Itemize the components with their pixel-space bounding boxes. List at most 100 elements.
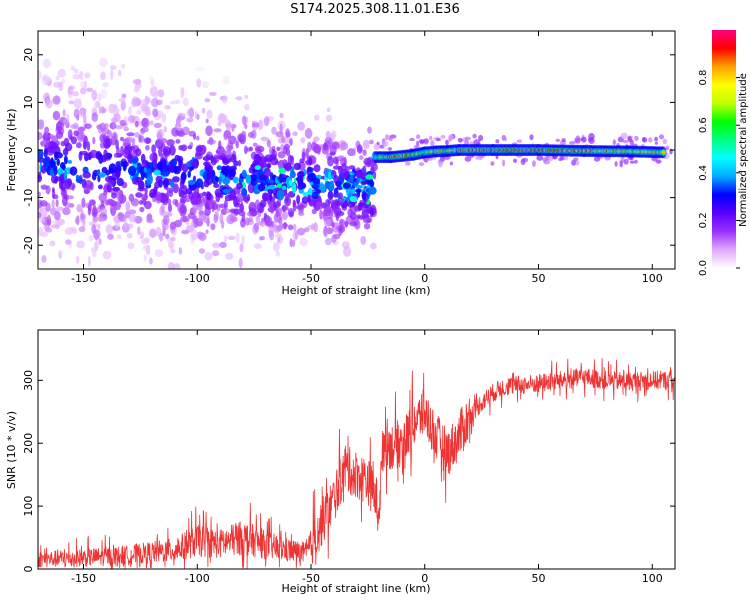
spectrogram-blob bbox=[163, 146, 172, 157]
spectrogram-blob bbox=[83, 80, 87, 89]
spectrogram-faint-blob bbox=[619, 160, 623, 168]
spectrogram-blob bbox=[218, 203, 228, 209]
spectrogram-blob bbox=[170, 158, 178, 167]
spectrogram-blob bbox=[205, 176, 213, 186]
spectrogram-blob bbox=[59, 249, 64, 257]
spectrogram-blob bbox=[269, 146, 273, 156]
spectrogram-blob bbox=[84, 123, 92, 129]
spectrogram-blob bbox=[78, 151, 83, 161]
spectrogram-blob bbox=[53, 178, 58, 184]
spectrogram-blob bbox=[39, 207, 48, 219]
spectrogram-blob bbox=[307, 167, 314, 173]
spectrogram-blob bbox=[227, 235, 236, 240]
spectrogram-blob bbox=[190, 221, 195, 227]
spectrogram-blob bbox=[121, 93, 127, 99]
spectrogram-blob bbox=[68, 100, 75, 105]
spectrogram-blob bbox=[71, 184, 75, 191]
spectrogram-blob bbox=[45, 99, 53, 109]
x-tick-label: -100 bbox=[185, 572, 210, 585]
spectrogram-blob bbox=[123, 126, 129, 132]
snr-y-ticks: 0 100 200 300 bbox=[22, 370, 675, 573]
spectrogram-blob bbox=[240, 201, 244, 213]
spectrogram-blob bbox=[227, 140, 233, 150]
spectrogram-blob bbox=[158, 146, 163, 157]
spectrogram-blob bbox=[272, 224, 282, 233]
colorbar-tick-label: 0.4 bbox=[698, 165, 709, 181]
spectrogram-blob bbox=[219, 241, 227, 248]
spectrogram-blob bbox=[179, 179, 185, 190]
spectrogram-blob bbox=[127, 115, 136, 124]
spectrogram-blob bbox=[152, 108, 159, 117]
spectrogram-blob bbox=[167, 198, 172, 206]
spectrogram-blob bbox=[140, 99, 148, 108]
spectrogram-blob bbox=[244, 123, 248, 129]
spectrogram-blob bbox=[115, 161, 121, 167]
spectrogram-faint-blob bbox=[634, 135, 639, 142]
spectrogram-blob bbox=[357, 205, 363, 211]
spectrogram-blob bbox=[211, 250, 220, 257]
spectrogram-blob bbox=[91, 112, 99, 122]
spectrogram-blob bbox=[118, 214, 127, 222]
spectrogram-faint-blob bbox=[429, 135, 433, 141]
spectrogram-blob bbox=[225, 252, 234, 260]
spectrogram-blob bbox=[221, 95, 228, 104]
spectrogram-blob bbox=[134, 131, 140, 138]
spectrogram-faint-blob bbox=[630, 139, 634, 147]
spectrogram-blob bbox=[92, 216, 98, 223]
spectrogram-blob bbox=[286, 167, 290, 172]
spectrogram-blob bbox=[279, 173, 283, 184]
spectrogram-blob bbox=[240, 218, 246, 228]
spectrogram-blob bbox=[236, 182, 243, 190]
spectrogram-blob bbox=[115, 202, 122, 210]
spectrogram-blob bbox=[162, 225, 167, 230]
spectrogram-blob bbox=[340, 142, 349, 150]
spectrogram-blob bbox=[257, 183, 266, 192]
spectrogram-blob bbox=[100, 207, 108, 216]
x-tick-label: 100 bbox=[642, 572, 663, 585]
spectrogram-blob bbox=[56, 206, 64, 211]
spectrogram-blob bbox=[149, 120, 154, 126]
spectrogram-blob bbox=[259, 199, 267, 208]
spectrogram-blob bbox=[313, 136, 320, 142]
spectrogram-blob bbox=[80, 81, 84, 89]
spectrogram-blob bbox=[162, 171, 170, 177]
spectrogram-blob bbox=[100, 200, 105, 207]
colorbar-swatch bbox=[712, 30, 736, 268]
spectrogram-blob bbox=[352, 147, 356, 157]
spectrogram-blob bbox=[149, 257, 153, 265]
spectrogram-blob bbox=[50, 224, 59, 229]
spectrogram-blob bbox=[67, 195, 74, 200]
spectrogram-blob bbox=[267, 184, 277, 190]
spectrogram-blob bbox=[170, 100, 177, 105]
spectrogram-blob bbox=[263, 116, 270, 127]
spectrogram-blob bbox=[149, 153, 157, 162]
spectrogram-blob bbox=[131, 176, 138, 185]
spectrogram-faint-blob bbox=[659, 134, 664, 140]
spectrogram-blob bbox=[297, 121, 306, 131]
spectrogram-blob bbox=[138, 134, 142, 143]
spectrogram-blob bbox=[268, 225, 274, 237]
spectrogram-blob bbox=[67, 129, 73, 140]
spectrogram-blob bbox=[127, 223, 134, 230]
spectrogram-blob bbox=[73, 68, 79, 74]
spectrogram-blob bbox=[195, 206, 203, 211]
spectrogram-blob bbox=[116, 177, 124, 187]
spectrogram-blob bbox=[91, 89, 98, 101]
spectrogram-blob bbox=[344, 221, 349, 227]
spectrogram-blob bbox=[110, 69, 114, 81]
spectrogram-blob bbox=[161, 113, 167, 123]
spectrogram-blob bbox=[333, 200, 338, 209]
spectrogram-blob bbox=[363, 223, 371, 230]
spectrogram-blob bbox=[360, 180, 368, 185]
spectrogram-blob bbox=[244, 145, 248, 155]
spectrogram-blob bbox=[264, 216, 273, 227]
spectrogram-blob bbox=[194, 197, 203, 205]
spectrogram-blob bbox=[57, 68, 66, 78]
spectrogram-blob bbox=[269, 191, 273, 202]
spectrogram-blob bbox=[58, 218, 65, 226]
spectrogram-x-ticks: -150 -100 -50 0 50 100 bbox=[71, 31, 663, 285]
spectrogram-blob bbox=[73, 98, 82, 109]
spectrogram-blob bbox=[356, 171, 364, 179]
spectrogram-blob bbox=[225, 149, 232, 159]
